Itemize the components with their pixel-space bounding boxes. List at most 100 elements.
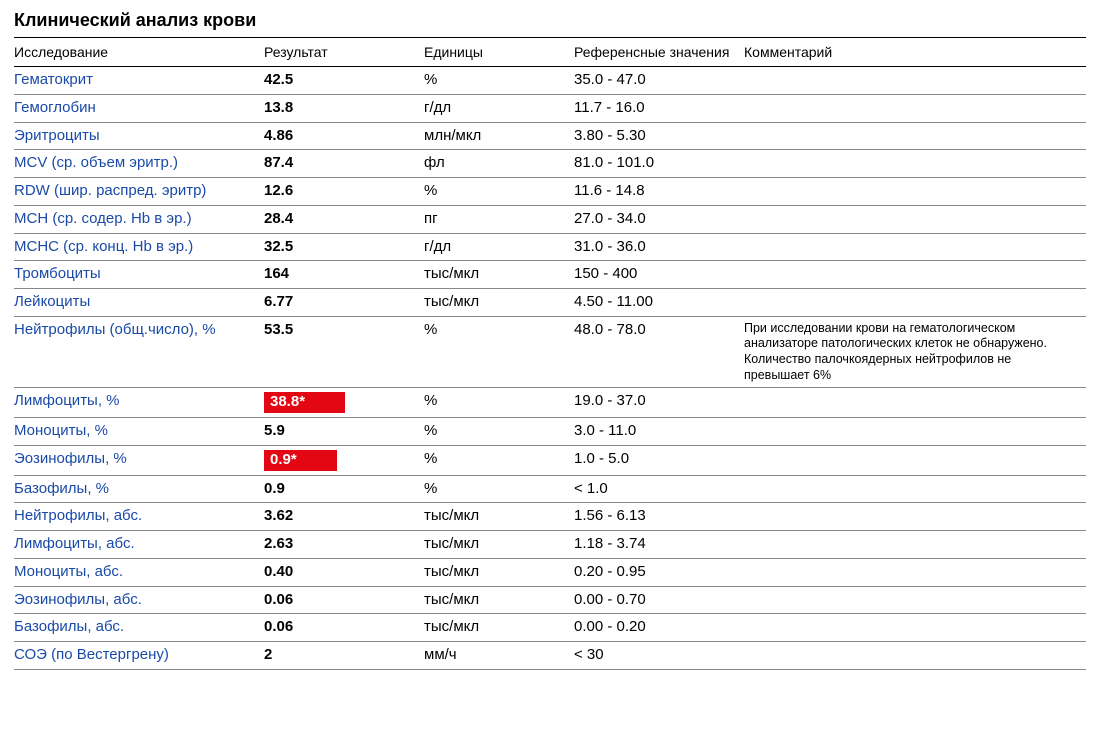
cell-comment <box>744 586 1086 614</box>
cell-units: мм/ч <box>424 642 574 670</box>
cell-result: 2 <box>264 642 424 670</box>
flagged-result: 0.9* <box>264 450 337 471</box>
cell-comment <box>744 531 1086 559</box>
table-row: Эозинофилы, абс.0.06тыс/мкл0.00 - 0.70 <box>14 586 1086 614</box>
table-row: Гематокрит42.5%35.0 - 47.0 <box>14 67 1086 95</box>
cell-result: 53.5 <box>264 316 424 388</box>
cell-comment <box>744 418 1086 446</box>
col-header-result: Результат <box>264 38 424 67</box>
cell-test-name: Гематокрит <box>14 67 264 95</box>
cell-comment <box>744 503 1086 531</box>
cell-test-name: Эозинофилы, абс. <box>14 586 264 614</box>
cell-units: пг <box>424 205 574 233</box>
cell-comment <box>744 178 1086 206</box>
cell-units: тыс/мкл <box>424 531 574 559</box>
cell-comment <box>744 475 1086 503</box>
cell-units: г/дл <box>424 233 574 261</box>
cell-units: г/дл <box>424 94 574 122</box>
cell-result: 12.6 <box>264 178 424 206</box>
cell-reference: 0.00 - 0.70 <box>574 586 744 614</box>
cell-comment <box>744 150 1086 178</box>
cell-reference: 11.7 - 16.0 <box>574 94 744 122</box>
cell-reference: 3.0 - 11.0 <box>574 418 744 446</box>
cell-test-name: MCHC (ср. конц. Hb в эр.) <box>14 233 264 261</box>
cell-test-name: Гемоглобин <box>14 94 264 122</box>
cell-test-name: MCH (ср. содер. Hb в эр.) <box>14 205 264 233</box>
cell-test-name: Тромбоциты <box>14 261 264 289</box>
table-row: СОЭ (по Вестергрену)2мм/ч< 30 <box>14 642 1086 670</box>
cell-comment <box>744 122 1086 150</box>
cell-comment <box>744 261 1086 289</box>
table-row: Лейкоциты6.77тыс/мкл4.50 - 11.00 <box>14 289 1086 317</box>
table-row: Эритроциты4.86млн/мкл3.80 - 5.30 <box>14 122 1086 150</box>
cell-reference: 4.50 - 11.00 <box>574 289 744 317</box>
cell-reference: 11.6 - 14.8 <box>574 178 744 206</box>
cell-units: фл <box>424 150 574 178</box>
flagged-result: 38.8* <box>264 392 345 413</box>
cell-reference: 81.0 - 101.0 <box>574 150 744 178</box>
cell-result: 38.8* <box>264 388 424 418</box>
cell-comment <box>744 642 1086 670</box>
cell-units: % <box>424 67 574 95</box>
cell-result: 0.40 <box>264 558 424 586</box>
table-row: Базофилы, %0.9%< 1.0 <box>14 475 1086 503</box>
cell-result: 6.77 <box>264 289 424 317</box>
cell-comment <box>744 289 1086 317</box>
cell-units: тыс/мкл <box>424 558 574 586</box>
table-row: Моноциты, абс.0.40тыс/мкл0.20 - 0.95 <box>14 558 1086 586</box>
cell-result: 0.06 <box>264 586 424 614</box>
col-header-units: Единицы <box>424 38 574 67</box>
report-title: Клинический анализ крови <box>14 10 1086 31</box>
cell-comment <box>744 388 1086 418</box>
cell-test-name: Моноциты, абс. <box>14 558 264 586</box>
table-row: Тромбоциты164тыс/мкл150 - 400 <box>14 261 1086 289</box>
cell-comment <box>744 205 1086 233</box>
cell-units: % <box>424 388 574 418</box>
cell-test-name: Нейтрофилы, абс. <box>14 503 264 531</box>
cell-test-name: Базофилы, абс. <box>14 614 264 642</box>
col-header-comment: Комментарий <box>744 38 1086 67</box>
table-row: Эозинофилы, %0.9*%1.0 - 5.0 <box>14 445 1086 475</box>
table-row: Лимфоциты, %38.8*%19.0 - 37.0 <box>14 388 1086 418</box>
cell-units: тыс/мкл <box>424 289 574 317</box>
cell-units: % <box>424 475 574 503</box>
table-row: Моноциты, %5.9%3.0 - 11.0 <box>14 418 1086 446</box>
cell-test-name: Эритроциты <box>14 122 264 150</box>
cell-reference: 19.0 - 37.0 <box>574 388 744 418</box>
cell-reference: 35.0 - 47.0 <box>574 67 744 95</box>
cell-reference: 0.00 - 0.20 <box>574 614 744 642</box>
table-row: MCV (ср. объем эритр.)87.4фл81.0 - 101.0 <box>14 150 1086 178</box>
table-row: RDW (шир. распред. эритр)12.6%11.6 - 14.… <box>14 178 1086 206</box>
cell-reference: 1.0 - 5.0 <box>574 445 744 475</box>
cell-test-name: MCV (ср. объем эритр.) <box>14 150 264 178</box>
cell-result: 13.8 <box>264 94 424 122</box>
cell-result: 28.4 <box>264 205 424 233</box>
cell-test-name: Лимфоциты, % <box>14 388 264 418</box>
table-row: Нейтрофилы, абс.3.62тыс/мкл1.56 - 6.13 <box>14 503 1086 531</box>
cell-comment <box>744 67 1086 95</box>
cell-result: 164 <box>264 261 424 289</box>
cell-result: 0.9* <box>264 445 424 475</box>
table-row: Гемоглобин13.8г/дл11.7 - 16.0 <box>14 94 1086 122</box>
cell-reference: 0.20 - 0.95 <box>574 558 744 586</box>
cell-reference: < 30 <box>574 642 744 670</box>
cell-reference: 48.0 - 78.0 <box>574 316 744 388</box>
cell-units: % <box>424 445 574 475</box>
cell-comment <box>744 614 1086 642</box>
col-header-reference: Референсные значения <box>574 38 744 67</box>
cell-units: млн/мкл <box>424 122 574 150</box>
cell-test-name: RDW (шир. распред. эритр) <box>14 178 264 206</box>
cell-test-name: Эозинофилы, % <box>14 445 264 475</box>
cell-result: 3.62 <box>264 503 424 531</box>
cell-reference: 1.56 - 6.13 <box>574 503 744 531</box>
cell-result: 2.63 <box>264 531 424 559</box>
cell-reference: 150 - 400 <box>574 261 744 289</box>
cell-result: 87.4 <box>264 150 424 178</box>
cell-comment <box>744 94 1086 122</box>
cell-reference: 1.18 - 3.74 <box>574 531 744 559</box>
cell-units: % <box>424 316 574 388</box>
table-row: Нейтрофилы (общ.число), %53.5%48.0 - 78.… <box>14 316 1086 388</box>
cell-reference: < 1.0 <box>574 475 744 503</box>
cell-result: 32.5 <box>264 233 424 261</box>
cell-result: 42.5 <box>264 67 424 95</box>
